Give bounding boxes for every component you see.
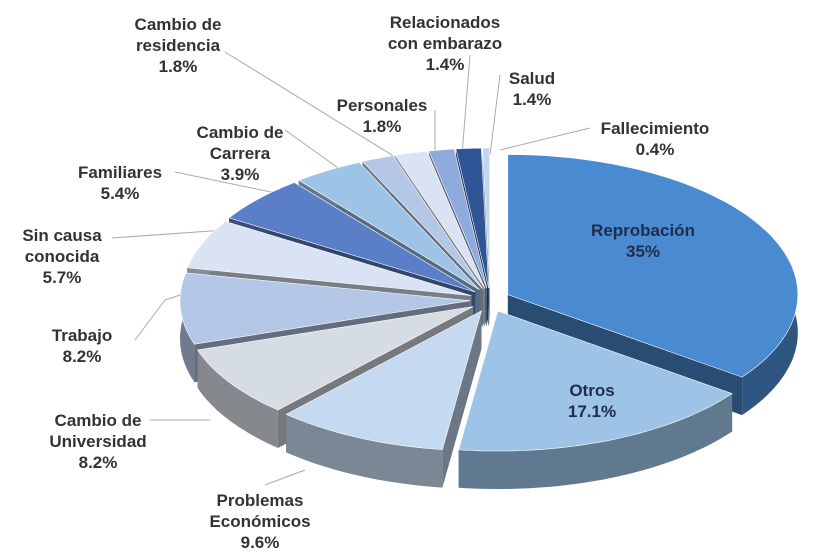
category-label: Trabajo: [51, 326, 113, 345]
leaders: [111, 51, 591, 486]
category-label: Otros: [569, 381, 615, 400]
slice-label: Reprobación 35%: [591, 220, 695, 262]
slice-side: [197, 350, 278, 448]
slice-top: [179, 272, 471, 345]
category-label: Familiares: [77, 163, 163, 182]
value-label: 1.8%: [158, 57, 198, 76]
category-label: Cambio de Carrera: [196, 123, 284, 163]
slice-top: [458, 310, 733, 452]
slice-side: [458, 393, 733, 489]
slice-label: Relacionados con embarazo 1.4%: [388, 12, 502, 75]
slice-label: Problemas Económicos 9.6%: [209, 490, 310, 553]
slice-top: [507, 154, 799, 378]
slice-label: Trabajo 8.2%: [52, 325, 112, 367]
leader-line: [461, 54, 471, 156]
slice-top: [298, 162, 480, 291]
slice-top: [394, 150, 486, 289]
slice-label: Cambio de Universidad 8.2%: [49, 410, 146, 473]
slice-top: [228, 182, 476, 293]
slice-label: Salud 1.4%: [509, 68, 555, 110]
category-label: Problemas Económicos: [209, 491, 311, 531]
category-label: Cambio de residencia: [134, 15, 222, 55]
slice: [285, 310, 482, 488]
slice-label: Fallecimiento 0.4%: [601, 118, 710, 160]
value-label: 35%: [625, 242, 661, 261]
value-label: 1.8%: [362, 117, 402, 136]
value-label: 8.2%: [62, 347, 102, 366]
category-label: Sin causa conocida: [22, 226, 102, 266]
category-label: Relacionados con embarazo: [387, 13, 503, 53]
slice-top: [428, 148, 488, 289]
value-label: 9.6%: [240, 533, 280, 552]
category-label: Fallecimiento: [600, 119, 710, 138]
leader-line: [224, 51, 401, 161]
leader-line: [489, 74, 501, 156]
value-label: 5.4%: [100, 184, 140, 203]
value-label: 17.1%: [567, 402, 617, 421]
slice-top: [361, 155, 483, 290]
slice-top: [186, 221, 472, 296]
slice: [458, 310, 733, 489]
category-label: Salud: [508, 69, 556, 88]
slice-label: Sin causa conocida 5.7%: [22, 225, 101, 288]
category-label: Personales: [336, 96, 428, 115]
slice-top: [285, 310, 482, 450]
value-label: 0.4%: [635, 140, 675, 159]
slice-label: Cambio de Carrera 3.9%: [197, 122, 284, 185]
value-label: 1.4%: [425, 55, 465, 74]
category-label: Reprobación: [591, 221, 695, 240]
slice-cut-face: [442, 310, 482, 488]
value-label: 1.4%: [512, 90, 552, 109]
leader-line: [264, 469, 306, 486]
value-label: 5.7%: [42, 268, 82, 287]
category-label: Cambio de Universidad: [49, 411, 147, 451]
slice-top: [197, 306, 474, 411]
slice-top: [455, 147, 489, 289]
leader-line: [111, 229, 226, 239]
slice-label: Otros 17.1%: [568, 380, 616, 422]
value-label: 8.2%: [78, 453, 118, 472]
value-label: 3.9%: [220, 165, 260, 184]
slice-label: Cambio de residencia 1.8%: [135, 14, 222, 77]
slice-label: Personales 1.8%: [337, 95, 428, 137]
leader-line: [174, 171, 286, 196]
leader-line: [134, 294, 181, 341]
slice-top: [482, 147, 491, 289]
slice-label: Familiares 5.4%: [78, 162, 162, 204]
slice-side: [286, 414, 443, 488]
leader-line: [499, 127, 591, 151]
